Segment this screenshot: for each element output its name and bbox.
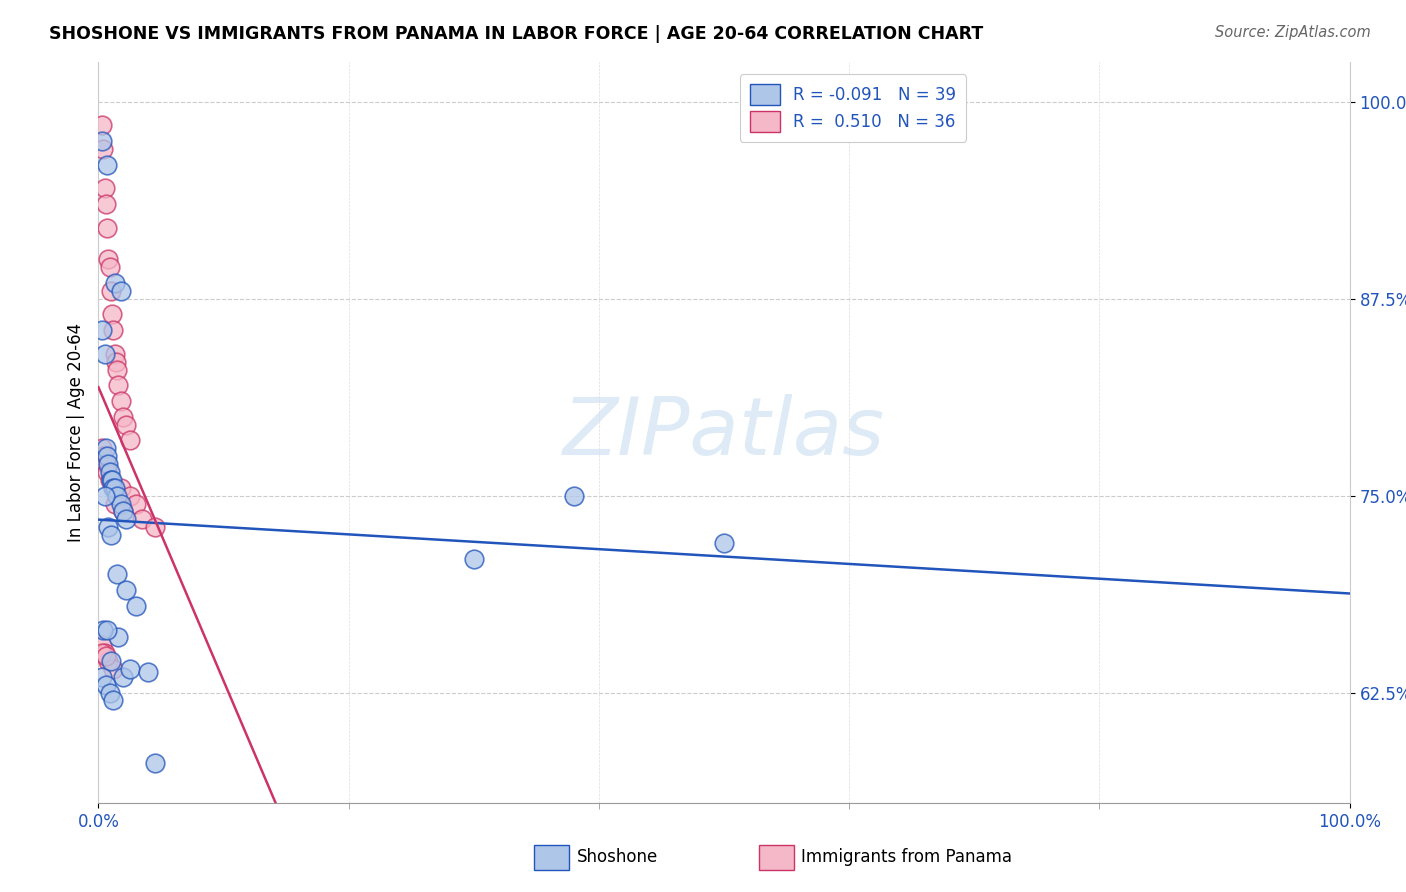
Point [91, 134, 114, 148]
Point [103, 323, 125, 337]
Point [98, 260, 121, 275]
Point [91, 442, 114, 456]
Point [97, 520, 120, 534]
Point [107, 631, 129, 645]
Point [100, 473, 122, 487]
Point [91, 323, 114, 337]
Point [107, 378, 129, 392]
Point [115, 417, 138, 432]
Point [97, 252, 120, 267]
Point [713, 536, 735, 550]
Point [93, 623, 115, 637]
Point [562, 489, 585, 503]
Point [110, 496, 132, 510]
Text: SHOSHONE VS IMMIGRANTS FROM PANAMA IN LABOR FORCE | AGE 20-64 CORRELATION CHART: SHOSHONE VS IMMIGRANTS FROM PANAMA IN LA… [49, 25, 983, 43]
Point [104, 347, 127, 361]
Point [100, 528, 122, 542]
Point [125, 496, 148, 510]
Point [112, 504, 135, 518]
Point [105, 362, 128, 376]
Point [103, 693, 125, 707]
Y-axis label: In Labor Force | Age 20-64: In Labor Force | Age 20-64 [66, 323, 84, 542]
Text: Immigrants from Panama: Immigrants from Panama [801, 848, 1012, 866]
Point [94, 457, 117, 471]
Point [115, 583, 138, 598]
Point [96, 465, 118, 479]
Point [97, 654, 120, 668]
Point [110, 481, 132, 495]
Point [93, 347, 115, 361]
Point [118, 489, 141, 503]
Point [104, 481, 127, 495]
Point [94, 442, 117, 456]
Point [105, 567, 128, 582]
Point [101, 308, 124, 322]
Point [91, 670, 114, 684]
Text: Source: ZipAtlas.com: Source: ZipAtlas.com [1215, 25, 1371, 40]
Point [112, 409, 135, 424]
Point [105, 489, 128, 503]
Point [104, 496, 127, 510]
Point [93, 449, 115, 463]
Point [94, 678, 117, 692]
Point [93, 489, 115, 503]
Point [110, 284, 132, 298]
Point [101, 473, 124, 487]
Text: Shoshone: Shoshone [576, 848, 658, 866]
Point [112, 504, 135, 518]
Point [103, 481, 125, 495]
Point [463, 551, 485, 566]
Point [110, 394, 132, 409]
Point [118, 434, 141, 448]
Point [112, 670, 135, 684]
Point [103, 662, 125, 676]
Point [93, 142, 115, 156]
Point [143, 756, 166, 771]
Point [93, 646, 115, 660]
Point [97, 457, 120, 471]
Legend: R = -0.091   N = 39, R =  0.510   N = 36: R = -0.091 N = 39, R = 0.510 N = 36 [740, 74, 966, 142]
Point [138, 665, 160, 679]
Text: ZIPatlas: ZIPatlas [562, 393, 886, 472]
Point [98, 685, 121, 699]
Point [96, 623, 118, 637]
Point [98, 473, 121, 487]
Point [131, 512, 153, 526]
Point [100, 654, 122, 668]
Point [104, 276, 127, 290]
Point [104, 355, 127, 369]
Point [93, 181, 115, 195]
Point [94, 649, 117, 664]
Point [118, 662, 141, 676]
Point [96, 449, 118, 463]
Point [94, 197, 117, 211]
Point [143, 520, 166, 534]
Point [96, 158, 118, 172]
Point [91, 638, 114, 652]
Point [125, 599, 148, 613]
Point [96, 220, 118, 235]
Point [91, 646, 114, 660]
Point [98, 465, 121, 479]
Point [100, 284, 122, 298]
Point [115, 512, 138, 526]
Point [91, 119, 114, 133]
